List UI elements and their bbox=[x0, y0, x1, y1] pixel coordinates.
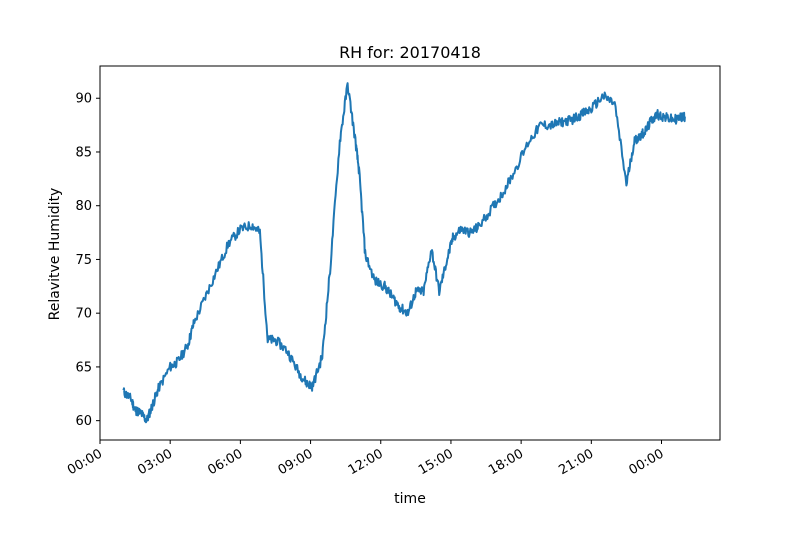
x-tick-label: 09:00 bbox=[276, 446, 316, 478]
y-tick-label: 75 bbox=[75, 253, 92, 268]
x-tick-label: 15:00 bbox=[416, 446, 456, 478]
x-tick-label: 06:00 bbox=[205, 446, 245, 478]
series-line-0 bbox=[122, 82, 686, 424]
x-tick-label: 12:00 bbox=[346, 446, 386, 478]
x-axis-label: time bbox=[394, 491, 426, 507]
x-tick-label: 18:00 bbox=[486, 446, 526, 478]
x-tick-label: 00:00 bbox=[65, 446, 105, 478]
x-tick-label: 21:00 bbox=[556, 446, 596, 478]
plot-area bbox=[122, 82, 686, 424]
plot-frame bbox=[99, 65, 721, 441]
x-axis-ticks: 00:00 03:00 06:00 09:00 12:00 15:00 18:00 21:00… bbox=[65, 440, 667, 478]
y-tick-label: 70 bbox=[75, 307, 92, 322]
y-tick-label: 90 bbox=[75, 92, 92, 107]
y-axis-label: Relavitve Humidity bbox=[47, 188, 63, 321]
y-tick-label: 80 bbox=[75, 199, 92, 214]
x-tick-label: 00:00 bbox=[627, 446, 667, 478]
y-tick-label: 65 bbox=[75, 360, 92, 375]
chart-title: RH for: 20170418 bbox=[339, 43, 481, 62]
y-tick-label: 85 bbox=[75, 145, 92, 160]
x-tick-label: 03:00 bbox=[135, 446, 175, 478]
y-tick-label: 60 bbox=[75, 414, 92, 429]
y-axis-ticks: 60 65 70 75 80 85 90 bbox=[75, 92, 100, 429]
